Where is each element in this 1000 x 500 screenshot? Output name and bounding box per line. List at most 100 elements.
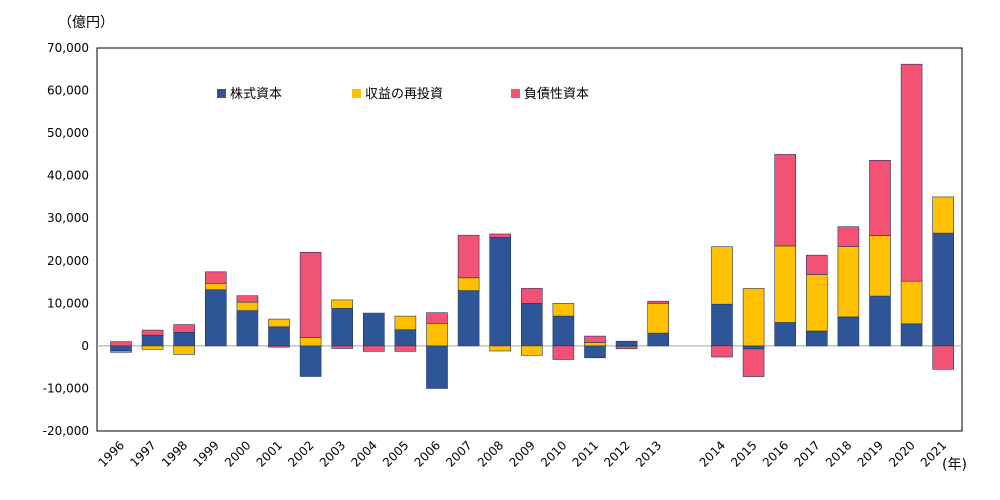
bar-segment — [457, 234, 480, 279]
bar-segment — [331, 308, 354, 347]
bar-segment — [869, 160, 891, 236]
x-tick-label: 2017 — [791, 438, 822, 469]
legend-label: 株式資本 — [230, 87, 282, 102]
bar-segment — [394, 329, 417, 347]
y-unit-label: （億円） — [58, 15, 114, 31]
x-tick-label: 2010 — [538, 438, 569, 469]
x-unit-label: (年) — [942, 457, 967, 473]
bar-segment — [110, 350, 132, 353]
y-axis: -20,000 -10,000 0 10,000 20,000 30,000 40,000 5… — [43, 41, 89, 438]
bar-segment — [805, 274, 828, 332]
bar-segment — [426, 312, 448, 324]
bar-segment — [774, 245, 797, 323]
bar-segment — [774, 154, 797, 247]
bar-segment — [869, 235, 891, 297]
x-tick-label: 1998 — [159, 438, 190, 469]
bar-segment — [173, 345, 195, 355]
bar-segment — [711, 246, 733, 305]
bar-segment — [615, 346, 638, 350]
bar-segment — [742, 348, 765, 377]
bar-segment — [110, 345, 132, 352]
bar-segment — [236, 310, 259, 347]
bar-segment — [141, 345, 164, 350]
bar-segment — [742, 345, 765, 350]
bar-segment — [837, 246, 860, 318]
bar-segment — [900, 280, 923, 325]
x-tick-label: 2005 — [380, 438, 411, 469]
bar-segment — [552, 315, 575, 347]
bar-segment — [110, 341, 132, 347]
x-tick-label: 2003 — [317, 438, 348, 469]
bar-segment — [520, 288, 543, 304]
bar-segment — [711, 303, 733, 347]
x-tick-label: 2015 — [728, 438, 759, 469]
bar-segment — [584, 335, 606, 343]
bar-segment — [932, 345, 955, 370]
bar-segment — [837, 316, 860, 347]
bar-segment — [711, 345, 733, 358]
bar-segment — [932, 196, 955, 234]
bar-segment — [869, 295, 891, 347]
bar-segment — [362, 312, 385, 347]
bar-segment — [552, 302, 575, 317]
x-tick-label: 2000 — [222, 438, 253, 469]
bar-segment — [331, 299, 354, 309]
bar-segment — [394, 315, 417, 331]
bar-segment — [805, 330, 828, 347]
y-tick-label: 20,000 — [47, 254, 89, 268]
y-tick-label: 50,000 — [47, 126, 89, 140]
bar-segment — [457, 277, 480, 291]
bar-segment — [331, 345, 354, 349]
bar-segment — [489, 233, 512, 238]
x-tick-label: 2019 — [855, 438, 886, 469]
bar-segment — [805, 254, 828, 275]
bar-segment — [489, 237, 512, 347]
bar-segment — [489, 345, 512, 352]
x-tick-label: 1997 — [127, 438, 158, 469]
bar-segment — [647, 300, 670, 304]
bar-segment — [236, 295, 259, 303]
bar-segment — [426, 322, 448, 347]
y-tick-label: 30,000 — [47, 211, 89, 225]
bar-segment — [647, 302, 670, 334]
bar-segment — [268, 326, 290, 347]
x-tick-label: 2008 — [475, 438, 506, 469]
bar-segment — [647, 332, 670, 347]
x-tick-label: 2014 — [697, 438, 728, 469]
bar-segment — [457, 290, 480, 347]
bar-segment — [615, 340, 638, 347]
bar-segment — [362, 345, 385, 352]
bar-segment — [426, 345, 448, 389]
bar-segment — [268, 345, 290, 348]
bar-segment — [394, 345, 417, 352]
bar-segment — [774, 322, 797, 347]
bar-segment — [236, 301, 259, 311]
bar-segment — [205, 289, 227, 347]
y-tick-label: 40,000 — [47, 169, 89, 183]
x-tick-label: 1999 — [190, 438, 221, 469]
bar-segment — [141, 334, 164, 347]
bar-segment — [837, 226, 860, 247]
legend-swatch — [511, 89, 520, 98]
x-axis: 1996 1997 1998 1999 2000 2001 2002 2003 2004 2005… — [96, 438, 950, 469]
x-tick-label: 2004 — [348, 438, 379, 469]
bar-segment — [268, 318, 290, 328]
x-tick-label: 2009 — [506, 438, 537, 469]
bar-segment — [552, 345, 575, 360]
x-tick-label: 2001 — [254, 438, 285, 469]
x-tick-label: 2020 — [886, 438, 917, 469]
bar-segment — [520, 345, 543, 356]
bar-segment — [932, 232, 955, 347]
legend: 株式資本 収益の再投資 負債性資本 — [217, 86, 589, 102]
bar-segment — [584, 342, 606, 347]
bar-segment — [299, 252, 322, 338]
y-tick-label: 0 — [81, 339, 89, 353]
x-tick-label: 2011 — [570, 438, 601, 469]
bar-segment — [173, 331, 195, 347]
bar-segment — [173, 324, 195, 333]
bar-segment — [900, 63, 923, 282]
x-tick-label: 2018 — [823, 438, 854, 469]
bar-segment — [299, 345, 322, 377]
x-tick-label: 2006 — [412, 438, 443, 469]
